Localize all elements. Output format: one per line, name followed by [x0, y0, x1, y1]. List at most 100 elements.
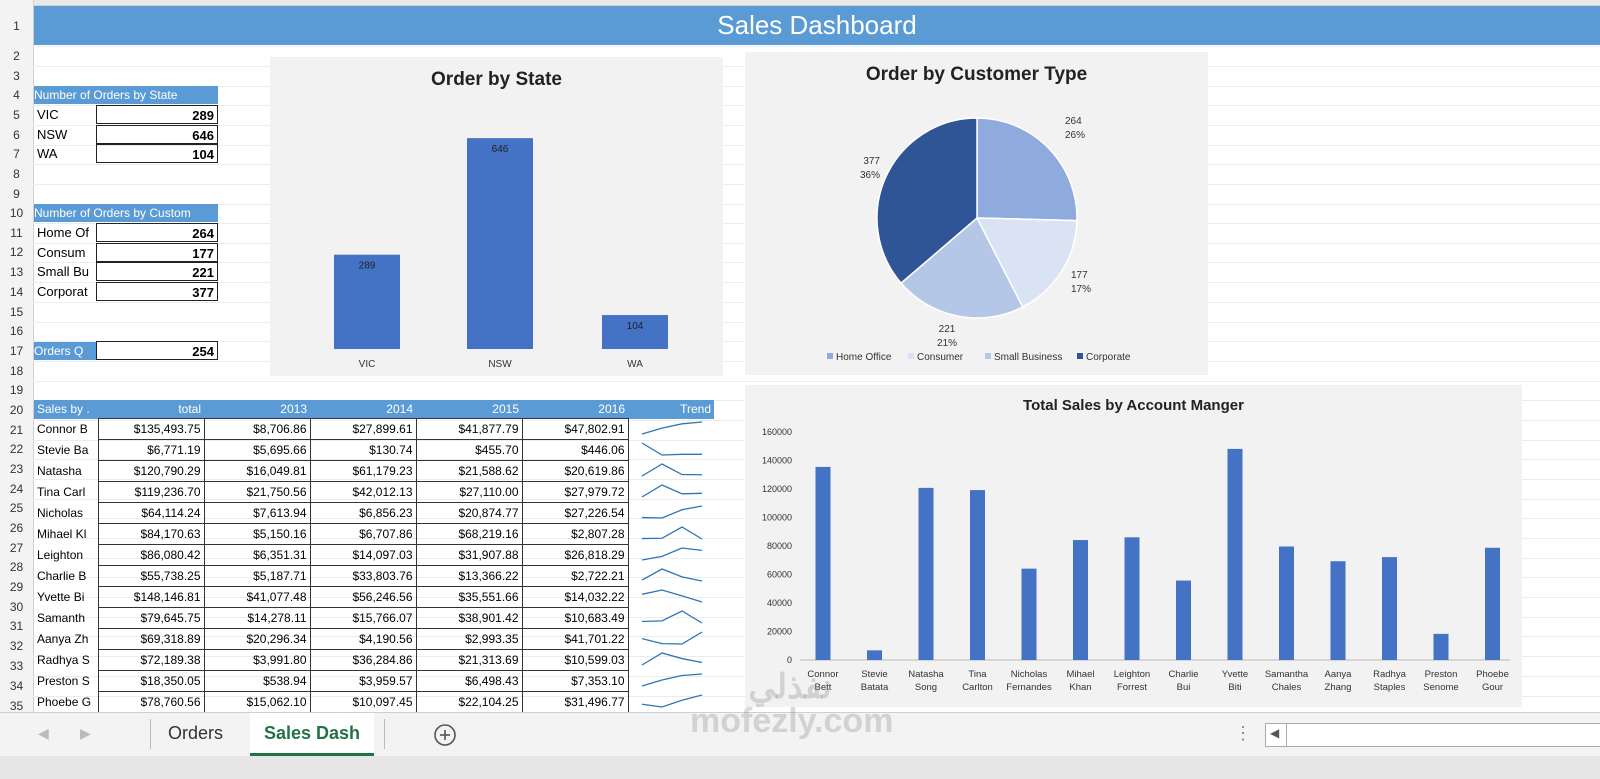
row-number[interactable]: 28 [9, 560, 24, 574]
pie-slice-home-office[interactable] [976, 117, 1078, 222]
manager-sales-bar[interactable] [1227, 448, 1243, 660]
manager-name-cell[interactable]: Nicholas [34, 502, 99, 524]
plus-circle-icon[interactable] [433, 723, 457, 747]
sales-value-cell[interactable]: $10,683.49 [521, 607, 629, 629]
pie-slice-small-business[interactable] [900, 216, 1024, 319]
sales-table-header[interactable]: Trend [628, 400, 714, 419]
sales-value-cell[interactable]: $446.06 [521, 439, 629, 461]
trend-sparkline[interactable] [628, 503, 714, 524]
row-number[interactable]: 13 [9, 265, 24, 279]
next-sheet-icon[interactable]: ▶ [80, 725, 91, 741]
row-number[interactable]: 33 [9, 659, 24, 673]
sales-value-cell[interactable]: $31,496.77 [521, 691, 629, 713]
legend-entry[interactable]: Small Business [994, 352, 1062, 363]
row-number[interactable]: 5 [13, 108, 20, 122]
sales-table-header[interactable]: 2016 [522, 400, 628, 419]
sales-value-cell[interactable]: $20,874.77 [415, 502, 523, 524]
sales-value-cell[interactable]: $7,613.94 [203, 502, 311, 524]
row-number[interactable]: 26 [9, 521, 24, 535]
manager-sales-bar[interactable] [1382, 557, 1397, 660]
row-number[interactable]: 8 [13, 167, 20, 181]
row-number[interactable]: 14 [9, 285, 24, 299]
sales-value-cell[interactable]: $16,049.81 [203, 460, 311, 482]
row-number[interactable]: 12 [9, 245, 24, 259]
sales-table-header[interactable]: 2013 [204, 400, 310, 419]
orders-q-label[interactable]: Orders Q [34, 342, 96, 360]
sales-table-header[interactable]: Sales by . [34, 400, 98, 419]
order-by-customer-type-chart[interactable]: Order by Customer Type 264 26% 177 17% 221 21… [745, 52, 1208, 375]
row-number[interactable]: 15 [9, 305, 24, 319]
sales-value-cell[interactable]: $3,959.57 [309, 670, 417, 692]
manager-sales-bar[interactable] [1279, 546, 1294, 660]
row-number[interactable]: 16 [9, 324, 24, 338]
row-header[interactable] [0, 0, 34, 720]
order-by-state-chart[interactable]: Order by State 289 VIC 646 NSW 104 WA [270, 57, 723, 376]
row-number[interactable]: 22 [9, 442, 24, 456]
sales-value-cell[interactable]: $69,318.89 [97, 628, 205, 650]
trend-sparkline[interactable] [628, 587, 714, 608]
row-number[interactable]: 34 [9, 679, 24, 693]
sales-value-cell[interactable]: $26,818.29 [521, 544, 629, 566]
sales-value-cell[interactable]: $6,498.43 [415, 670, 523, 692]
row-number[interactable]: 23 [9, 462, 24, 476]
sales-value-cell[interactable]: $64,114.24 [97, 502, 205, 524]
row-number[interactable]: 21 [9, 423, 24, 437]
more-options-icon[interactable]: ⋮ [1234, 723, 1252, 743]
trend-sparkline[interactable] [628, 524, 714, 545]
sales-value-cell[interactable]: $56,246.56 [309, 586, 417, 608]
scroll-left-icon[interactable]: ◀ [1270, 726, 1280, 740]
state-row-label[interactable]: WA [37, 146, 58, 162]
sales-value-cell[interactable]: $2,722.21 [521, 565, 629, 587]
sales-value-cell[interactable]: $15,766.07 [309, 607, 417, 629]
sales-value-cell[interactable]: $4,190.56 [309, 628, 417, 650]
sales-value-cell[interactable]: $135,493.75 [97, 418, 205, 440]
sales-value-cell[interactable]: $6,707.86 [309, 523, 417, 545]
customer-row-value[interactable]: 377 [96, 282, 218, 302]
row-number[interactable]: 19 [9, 383, 24, 397]
sales-value-cell[interactable]: $5,150.16 [203, 523, 311, 545]
row-number[interactable]: 18 [9, 364, 24, 378]
sales-value-cell[interactable]: $10,599.03 [521, 649, 629, 671]
sales-value-cell[interactable]: $148,146.81 [97, 586, 205, 608]
sales-value-cell[interactable]: $61,179.23 [309, 460, 417, 482]
manager-sales-bar[interactable] [1176, 580, 1191, 660]
manager-name-cell[interactable]: Tina Carl [34, 481, 99, 503]
customer-row-label[interactable]: Home Of [37, 225, 90, 240]
row-number[interactable]: 6 [13, 128, 20, 142]
manager-name-cell[interactable]: Aanya Zh [34, 628, 99, 650]
row-number[interactable]: 25 [9, 501, 24, 515]
orders-by-customer-header[interactable]: Number of Orders by Custom [34, 204, 218, 222]
customer-row-label[interactable]: Corporat [37, 284, 88, 300]
pie-slice-consumer[interactable] [975, 217, 1078, 308]
sales-value-cell[interactable]: $6,771.19 [97, 439, 205, 461]
sales-value-cell[interactable]: $27,899.61 [309, 418, 417, 440]
sales-value-cell[interactable]: $42,012.13 [309, 481, 417, 503]
manager-sales-bar[interactable] [815, 466, 831, 660]
manager-name-cell[interactable]: Phoebe G [34, 691, 99, 713]
sales-value-cell[interactable]: $84,170.63 [97, 523, 205, 545]
column-header-strip[interactable] [0, 0, 1600, 6]
row-number[interactable]: 17 [9, 344, 24, 358]
sales-value-cell[interactable]: $119,236.70 [97, 481, 205, 503]
sales-value-cell[interactable]: $27,979.72 [521, 481, 629, 503]
trend-sparkline[interactable] [628, 692, 714, 713]
customer-row-value[interactable]: 264 [96, 223, 218, 242]
bar-wa[interactable] [602, 315, 668, 349]
sales-value-cell[interactable]: $86,080.42 [97, 544, 205, 566]
manager-sales-bar[interactable] [1330, 561, 1346, 660]
horizontal-scrollbar[interactable]: ◀ [1265, 723, 1600, 747]
sales-table-header[interactable]: 2014 [310, 400, 416, 419]
manager-sales-bar[interactable] [1485, 547, 1500, 660]
manager-name-cell[interactable]: Radhya S [34, 649, 99, 671]
bar-nsw[interactable] [467, 138, 533, 349]
state-row-value[interactable]: 289 [96, 105, 218, 124]
row-number[interactable]: 30 [9, 600, 24, 614]
sales-value-cell[interactable]: $33,803.76 [309, 565, 417, 587]
sales-value-cell[interactable]: $21,588.62 [415, 460, 523, 482]
manager-sales-bar[interactable] [1021, 568, 1037, 660]
row-number[interactable]: 10 [9, 206, 24, 220]
trend-sparkline[interactable] [628, 482, 714, 503]
legend-entry[interactable]: Home Office [836, 352, 892, 363]
manager-name-cell[interactable]: Charlie B [34, 565, 99, 587]
sales-value-cell[interactable]: $2,807.28 [521, 523, 629, 545]
